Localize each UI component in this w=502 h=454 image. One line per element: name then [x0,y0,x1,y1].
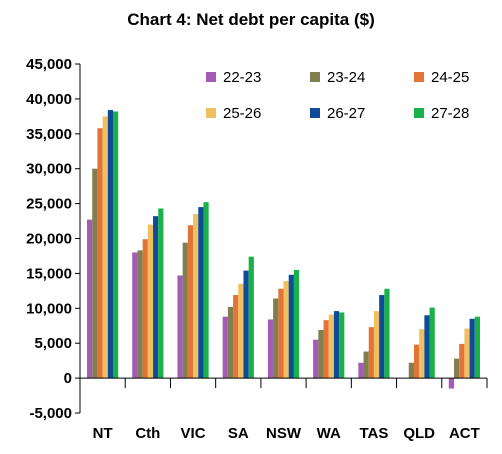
legend-swatch [414,108,424,118]
bar [97,128,103,379]
bar [323,320,329,379]
bar [107,110,114,379]
bar [187,225,194,379]
bar [153,216,159,379]
x-tick-label: QLD [403,425,435,442]
bar [288,274,294,379]
y-axis: -5,000 0 5,000 10,000 15,000 20,000 25,000 30,0… [26,56,81,422]
bar [243,270,249,379]
bar [363,351,369,379]
bar [424,315,430,379]
bar [413,344,420,379]
bar [158,208,164,379]
bar [448,378,454,389]
bar [313,339,319,379]
legend-label: 26-27 [327,105,365,122]
bar [429,307,435,379]
y-tick-label: 40,000 [26,91,72,108]
legend-label: 22-23 [223,69,261,86]
bar [328,314,334,379]
bar [333,311,340,379]
bar [278,288,284,379]
x-tick-label: TAS [359,425,388,442]
x-tick-label: Cth [135,425,160,442]
bar [182,242,188,379]
bar [419,329,425,379]
bar [283,281,289,379]
y-tick-label: 15,000 [26,265,72,282]
chart-title: Chart 4: Net debt per capita ($) [127,10,375,29]
legend-swatch [206,72,216,82]
bar [222,316,228,379]
legend-label: 27-28 [431,105,469,122]
y-tick-label: 30,000 [26,161,72,178]
legend-swatch [310,108,320,118]
x-tick-label: SA [228,425,249,442]
y-tick-label: 10,000 [26,300,72,317]
bar [464,328,470,379]
bar [227,306,234,379]
bar [193,214,199,379]
bar [273,298,279,379]
y-tick-label: -5,000 [29,405,72,422]
bar [459,343,465,379]
legend: 22-23 23-24 24-25 25-26 26-27 27-28 [206,69,469,122]
bar [147,224,154,379]
bar [293,269,300,379]
bar [137,250,143,379]
y-tick-label: 35,000 [26,126,72,143]
bar [379,295,385,379]
bar [474,316,480,379]
y-tick-label: 5,000 [34,335,72,352]
x-tick-label: NSW [266,425,302,442]
bar [469,318,475,379]
bar [113,111,119,379]
legend-label: 24-25 [431,69,469,86]
legend-swatch [310,72,320,82]
x-tick-label: VIC [181,425,206,442]
bar [203,202,209,379]
bar [132,252,138,379]
legend-label: 23-24 [327,69,365,86]
bar [373,311,380,379]
y-tick-label: 0 [64,370,72,387]
bar [339,312,345,379]
bar [408,362,414,379]
legend-swatch [206,108,216,118]
x-tick-label: NT [93,425,113,442]
bar [453,358,460,379]
bar [238,283,244,379]
bar [87,219,93,379]
bar [233,295,239,379]
bar [177,275,183,379]
bar [384,288,390,379]
bar [92,168,98,379]
legend-swatch [414,72,424,82]
bars [87,110,480,389]
bar [198,207,204,379]
bar [318,329,324,379]
x-axis: NT Cth VIC SA NSW WA TAS QLD ACT [79,377,488,442]
bar [267,319,274,379]
bar [368,327,374,379]
x-tick-label: ACT [449,425,480,442]
y-tick-label: 20,000 [26,231,72,248]
bar [248,256,254,379]
bar [102,116,108,379]
y-tick-label: 45,000 [26,56,72,73]
bar [142,239,148,379]
y-tick-label: 25,000 [26,196,72,213]
legend-label: 25-26 [223,105,261,122]
bar [358,362,364,379]
x-tick-label: WA [317,425,341,442]
